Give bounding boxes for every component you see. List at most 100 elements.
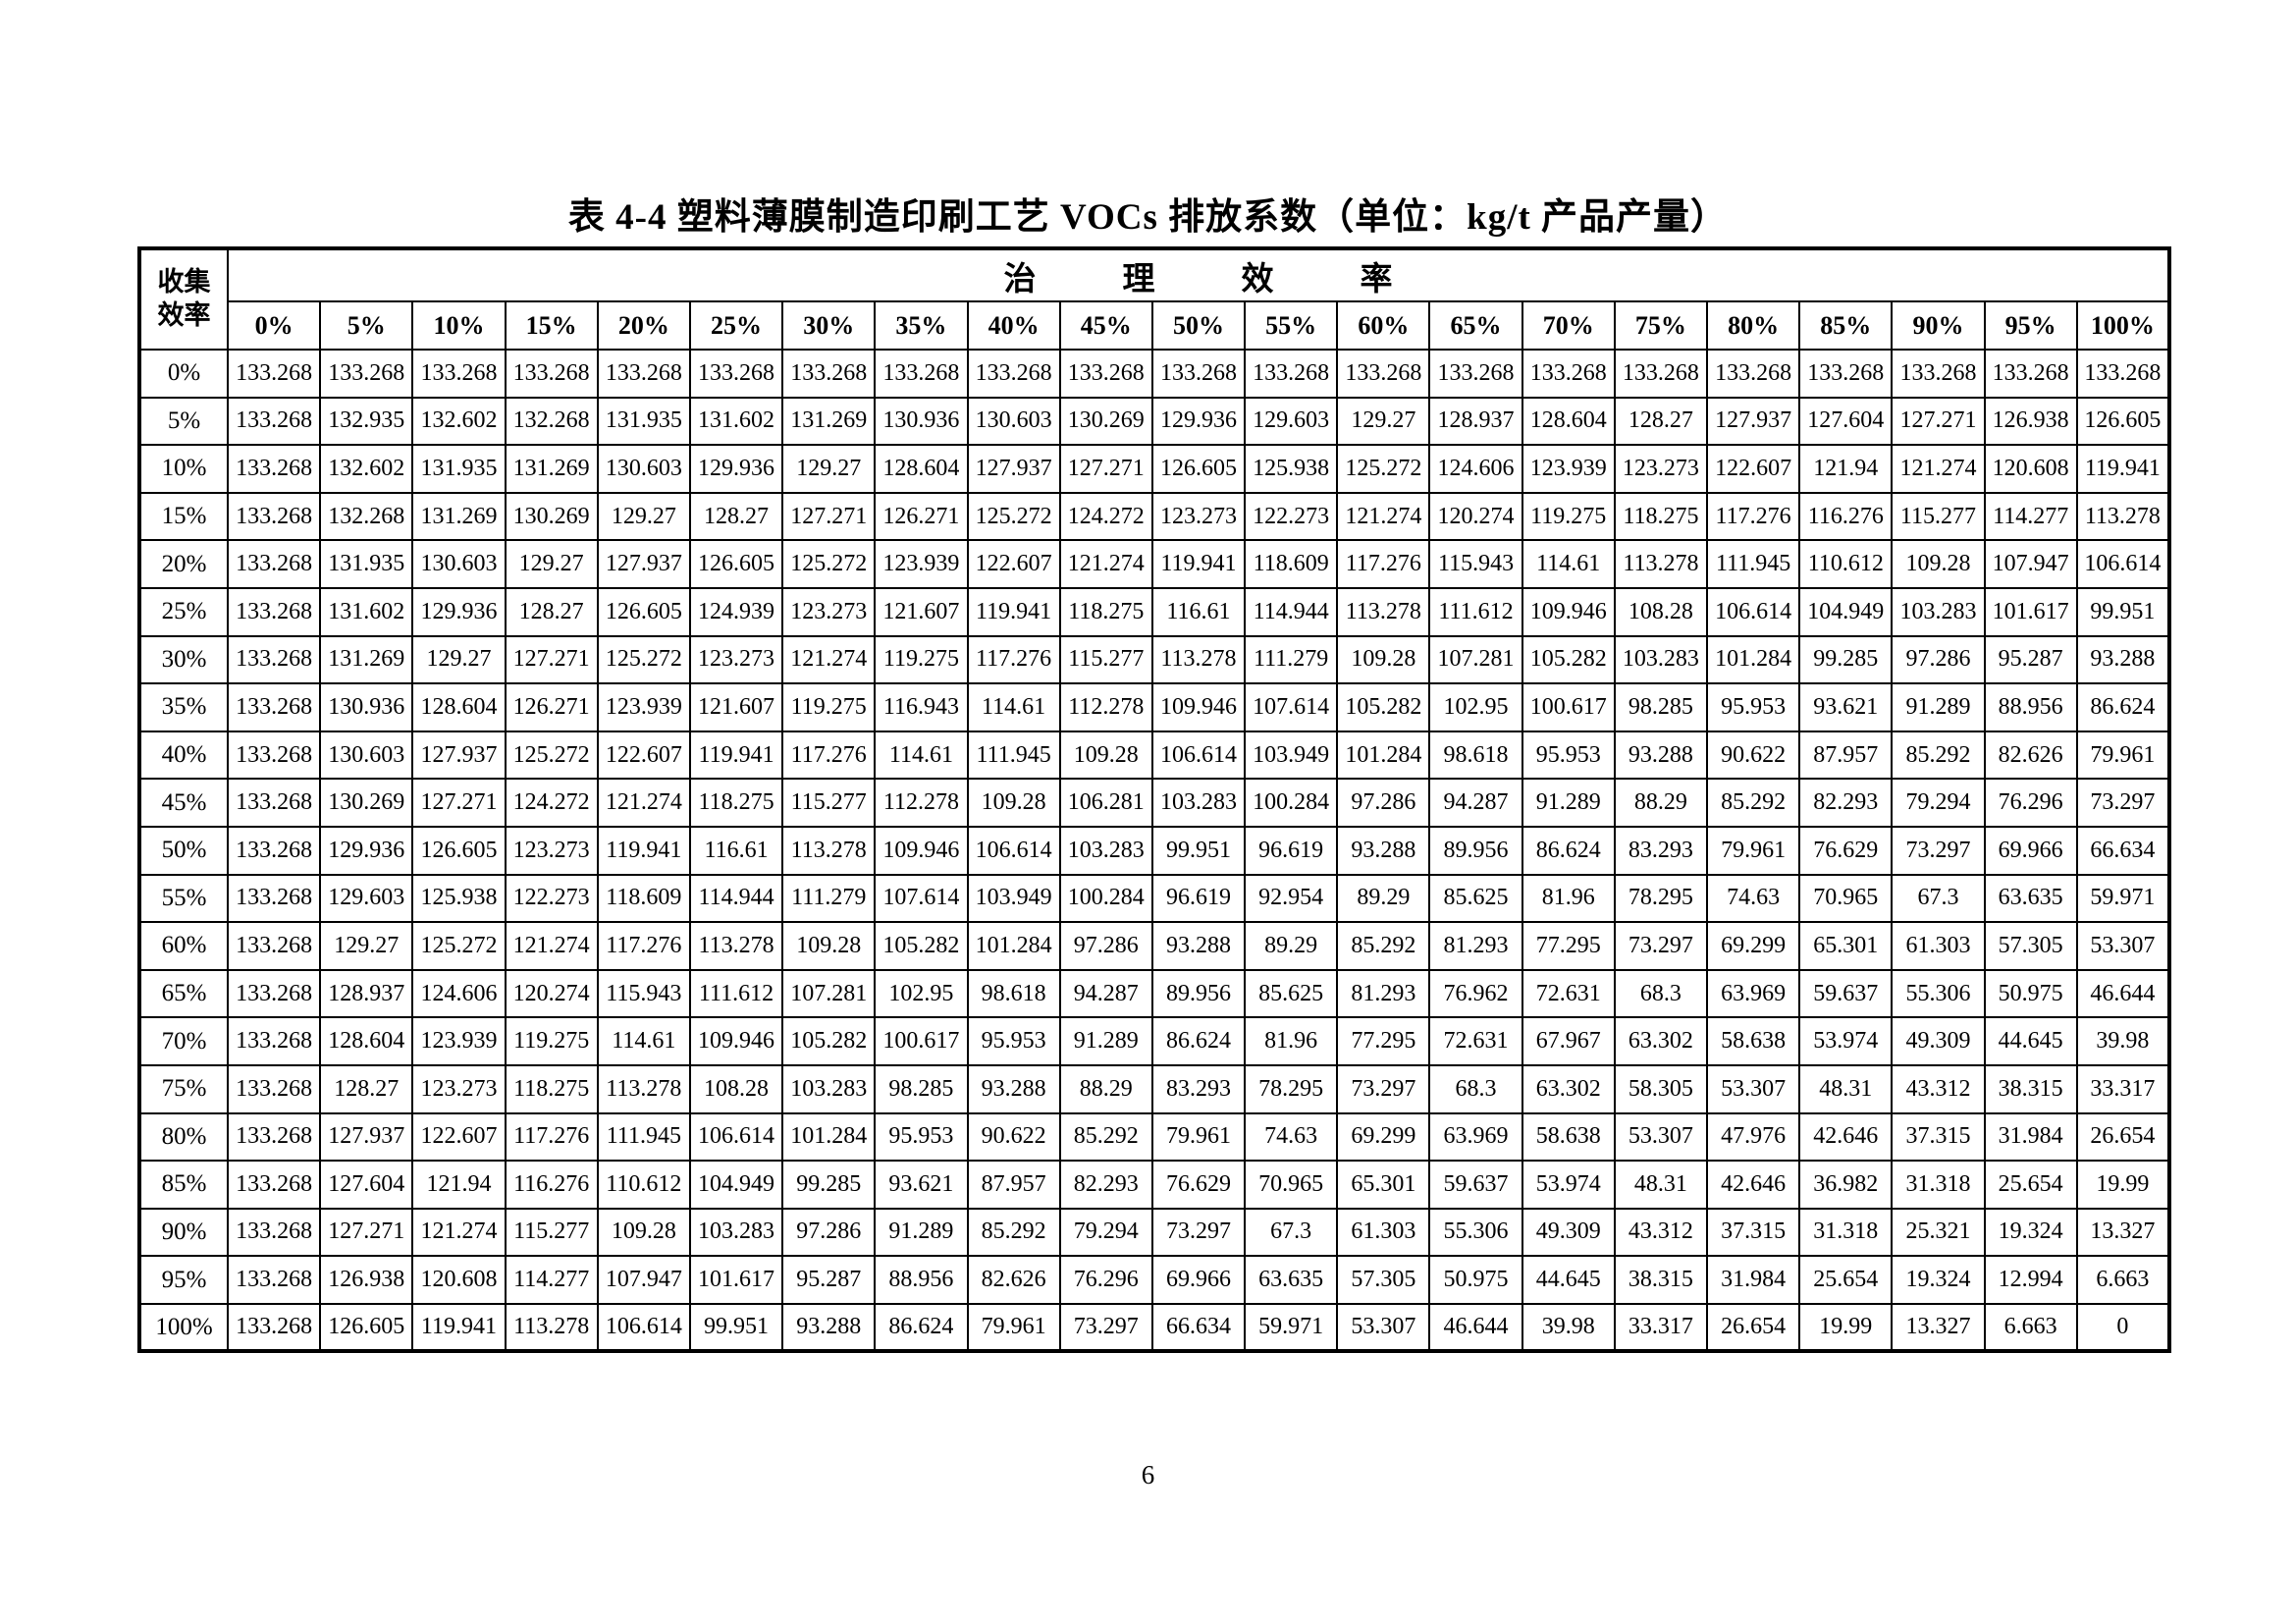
- col-header-100%: 100%: [2075, 300, 2171, 351]
- value-cell: 93.621: [1798, 682, 1894, 732]
- value-cell: 6.663: [2075, 1255, 2171, 1305]
- value-cell: 122.607: [596, 730, 691, 781]
- row-label-45%: 45%: [138, 778, 229, 828]
- value-cell: 76.296: [1058, 1255, 1153, 1305]
- col-header-95%: 95%: [1983, 300, 2078, 351]
- value-cell: 76.296: [1983, 778, 2078, 828]
- value-cell: 103.283: [688, 1207, 784, 1258]
- table-row-10%: 10% 133.268 132.602 131.935 131.269 130.603 12…: [138, 444, 2171, 494]
- value-cell: 85.625: [1244, 968, 1339, 1019]
- value-cell: 133.268: [966, 349, 1061, 399]
- row-label-95%: 95%: [138, 1255, 229, 1305]
- col-header-25%: 25%: [688, 300, 784, 351]
- value-cell: 63.302: [1613, 1016, 1709, 1066]
- value-cell: 133.268: [226, 634, 322, 685]
- value-cell: 127.271: [1058, 444, 1153, 494]
- value-cell: 118.275: [1613, 491, 1709, 542]
- value-cell: 88.29: [1613, 778, 1709, 828]
- value-cell: 131.935: [596, 396, 691, 447]
- value-cell: 93.621: [874, 1160, 969, 1210]
- value-cell: 114.277: [504, 1255, 599, 1305]
- table-row-55%: 55% 133.268 129.603 125.938 122.273 118.609 11…: [138, 873, 2171, 924]
- value-cell: 133.268: [1058, 349, 1153, 399]
- col-header-60%: 60%: [1336, 300, 1431, 351]
- value-cell: 124.272: [1058, 491, 1153, 542]
- value-cell: 66.634: [1150, 1302, 1247, 1353]
- value-cell: 115.277: [1058, 634, 1153, 685]
- value-cell: 46.644: [1428, 1302, 1523, 1353]
- value-cell: 108.28: [1613, 586, 1709, 637]
- value-cell: 131.269: [411, 491, 507, 542]
- value-cell: 116.943: [874, 682, 969, 732]
- value-cell: 127.271: [781, 491, 877, 542]
- value-cell: 118.275: [688, 778, 784, 828]
- value-cell: 42.646: [1705, 1160, 1801, 1210]
- value-cell: 95.287: [1983, 634, 2078, 685]
- value-cell: 113.278: [504, 1302, 599, 1353]
- value-cell: 126.605: [2075, 396, 2171, 447]
- value-cell: 108.28: [688, 1063, 784, 1114]
- value-cell: 69.299: [1705, 921, 1801, 971]
- value-cell: 26.654: [1705, 1302, 1801, 1353]
- value-cell: 98.618: [1428, 730, 1523, 781]
- value-cell: 72.631: [1428, 1016, 1523, 1066]
- value-cell: 109.28: [596, 1207, 691, 1258]
- row-label-90%: 90%: [138, 1207, 229, 1258]
- value-cell: 72.631: [1521, 968, 1616, 1019]
- value-cell: 0: [2075, 1302, 2171, 1353]
- value-cell: 89.29: [1244, 921, 1339, 971]
- value-cell: 129.936: [1150, 396, 1247, 447]
- value-cell: 19.324: [1891, 1255, 1986, 1305]
- value-cell: 127.604: [1798, 396, 1894, 447]
- value-cell: 109.946: [874, 825, 969, 876]
- value-cell: 116.276: [504, 1160, 599, 1210]
- value-cell: 113.278: [781, 825, 877, 876]
- value-cell: 125.272: [781, 539, 877, 589]
- value-cell: 131.269: [781, 396, 877, 447]
- value-cell: 119.941: [966, 586, 1061, 637]
- value-cell: 120.608: [411, 1255, 507, 1305]
- value-cell: 111.279: [781, 873, 877, 924]
- value-cell: 37.315: [1891, 1111, 1986, 1163]
- table-row-20%: 20% 133.268 131.935 130.603 129.27 127.937 126…: [138, 539, 2171, 589]
- value-cell: 130.603: [596, 444, 691, 494]
- value-cell: 82.626: [966, 1255, 1061, 1305]
- value-cell: 123.273: [504, 825, 599, 876]
- value-cell: 123.939: [411, 1016, 507, 1066]
- value-cell: 119.941: [688, 730, 784, 781]
- value-cell: 39.98: [1521, 1302, 1616, 1353]
- value-cell: 133.268: [874, 349, 969, 399]
- value-cell: 123.273: [781, 586, 877, 637]
- value-cell: 59.637: [1798, 968, 1894, 1019]
- value-cell: 65.301: [1336, 1160, 1431, 1210]
- value-cell: 127.271: [319, 1207, 414, 1258]
- value-cell: 81.293: [1336, 968, 1431, 1019]
- value-cell: 86.624: [1521, 825, 1616, 876]
- value-cell: 73.297: [2075, 778, 2171, 828]
- value-cell: 90.622: [1705, 730, 1801, 781]
- value-cell: 114.61: [1521, 539, 1616, 589]
- value-cell: 132.602: [319, 444, 414, 494]
- value-cell: 99.951: [2075, 586, 2171, 637]
- value-cell: 133.268: [226, 730, 322, 781]
- value-cell: 124.272: [504, 778, 599, 828]
- value-cell: 25.654: [1798, 1255, 1894, 1305]
- value-cell: 133.268: [226, 825, 322, 876]
- value-cell: 123.939: [596, 682, 691, 732]
- value-cell: 53.307: [2075, 921, 2171, 971]
- row-label-20%: 20%: [138, 539, 229, 589]
- value-cell: 63.969: [1705, 968, 1801, 1019]
- value-cell: 103.283: [1058, 825, 1153, 876]
- row-label-65%: 65%: [138, 968, 229, 1019]
- value-cell: 58.638: [1521, 1111, 1616, 1163]
- value-cell: 109.28: [1058, 730, 1153, 781]
- value-cell: 111.612: [1428, 586, 1523, 637]
- value-cell: 117.276: [1705, 491, 1801, 542]
- col-header-10%: 10%: [411, 300, 507, 351]
- value-cell: 25.321: [1891, 1207, 1986, 1258]
- value-cell: 128.604: [1521, 396, 1616, 447]
- value-cell: 106.614: [1150, 730, 1247, 781]
- col-header-45%: 45%: [1058, 300, 1153, 351]
- value-cell: 121.607: [874, 586, 969, 637]
- corner-label-line1: 收集: [157, 267, 211, 298]
